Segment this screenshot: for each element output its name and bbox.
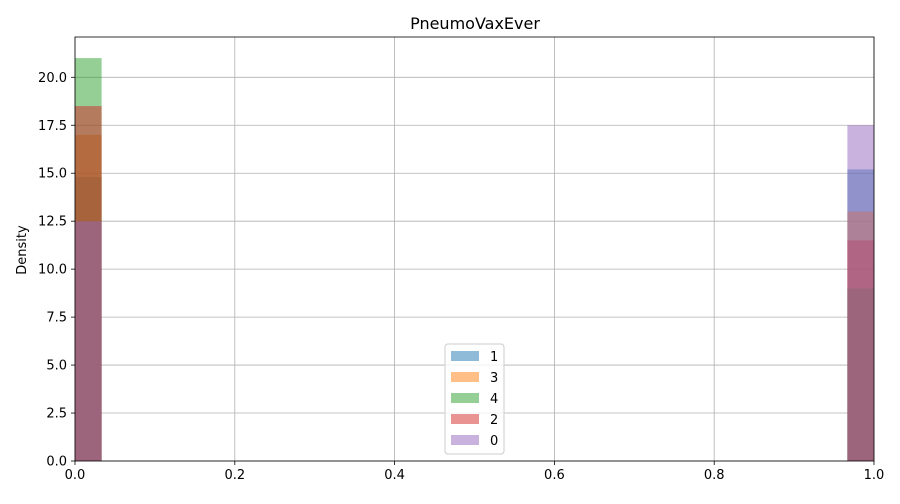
y-tick-label: 2.5 bbox=[46, 407, 67, 422]
legend-label-4: 4 bbox=[490, 392, 498, 407]
bar-series-0-bin-0 bbox=[75, 221, 102, 461]
y-tick-label: 5.0 bbox=[46, 359, 67, 374]
x-tick-label: 0.0 bbox=[65, 468, 86, 483]
y-axis-label: Density bbox=[15, 225, 30, 275]
legend-label-0: 0 bbox=[490, 434, 498, 449]
x-tick-label: 0.2 bbox=[224, 468, 245, 483]
x-tick-label: 0.8 bbox=[704, 468, 725, 483]
x-tick-label: 0.6 bbox=[544, 468, 565, 483]
legend-swatch-2 bbox=[451, 414, 479, 424]
legend-label-3: 3 bbox=[490, 371, 498, 386]
tick-labels: 0.0 0.2 0.4 0.6 0.8 1.0 0.0 2.5 5.0 7.5 10.0 12.5 15… bbox=[38, 71, 884, 483]
legend-label-2: 2 bbox=[490, 413, 498, 428]
axes bbox=[71, 36, 875, 465]
chart-title: PneumoVaxEver bbox=[410, 14, 540, 33]
legend-swatch-4 bbox=[451, 393, 479, 403]
legend-swatch-1 bbox=[451, 351, 479, 361]
plot-frame bbox=[74, 36, 875, 462]
y-tick-label: 15.0 bbox=[38, 167, 67, 182]
legend-label-1: 1 bbox=[490, 350, 498, 365]
x-tick-label: 0.4 bbox=[384, 468, 405, 483]
legend-swatch-3 bbox=[451, 372, 479, 382]
y-tick-label: 10.0 bbox=[38, 263, 67, 278]
legend: 1 3 4 2 0 bbox=[444, 343, 505, 455]
legend-swatch-0 bbox=[451, 435, 479, 445]
y-tick-label: 0.0 bbox=[46, 455, 67, 470]
x-tick-label: 1.0 bbox=[864, 468, 885, 483]
histogram-bars bbox=[75, 58, 874, 462]
y-tick-label: 17.5 bbox=[38, 119, 67, 134]
y-tick-label: 7.5 bbox=[46, 311, 67, 326]
bar-series-0-bin-1 bbox=[847, 125, 874, 462]
y-tick-label: 12.5 bbox=[38, 215, 67, 230]
y-tick-label: 20.0 bbox=[38, 71, 67, 86]
